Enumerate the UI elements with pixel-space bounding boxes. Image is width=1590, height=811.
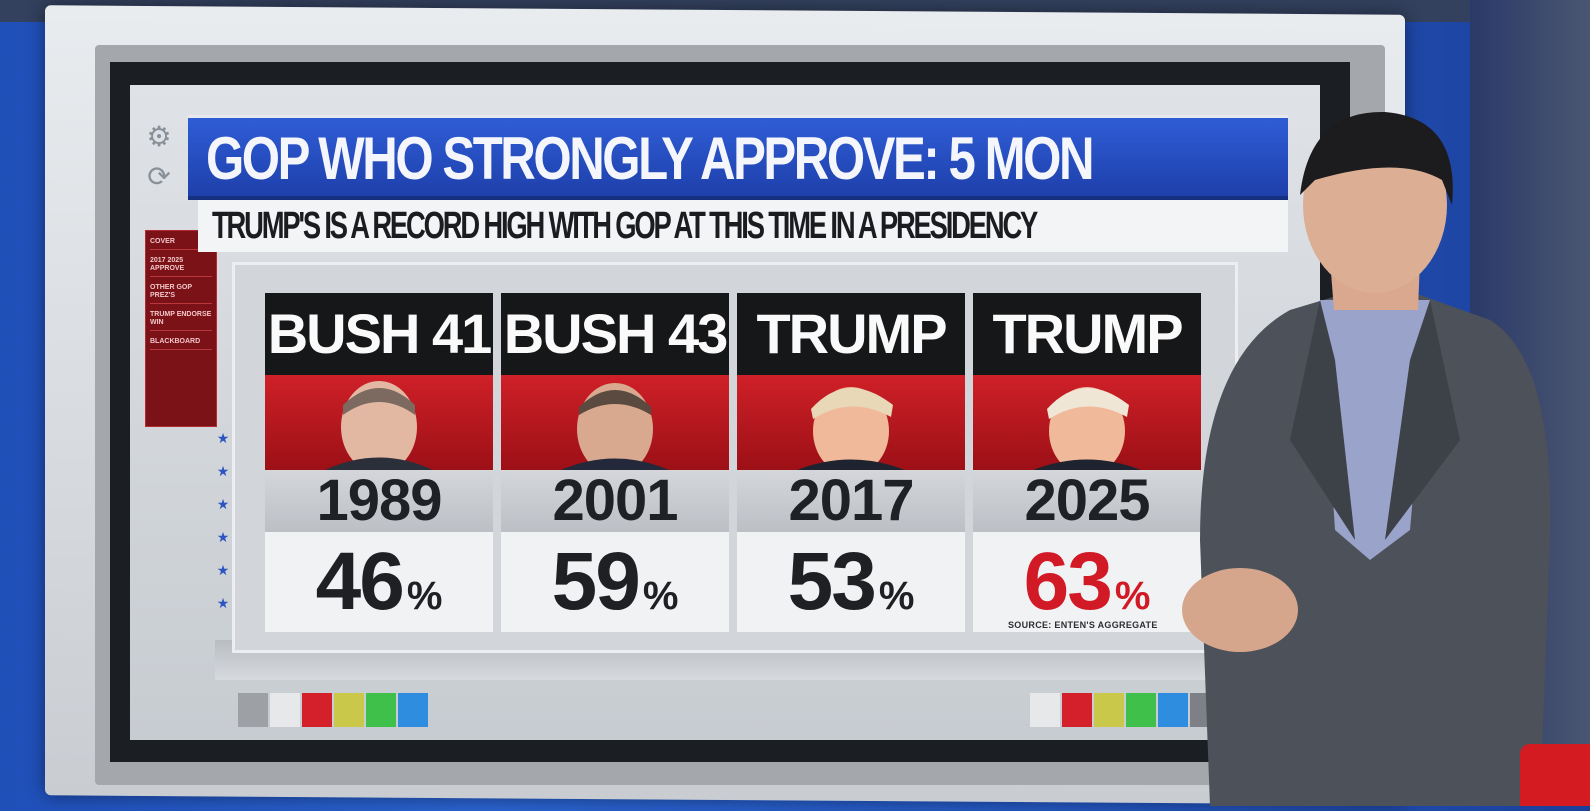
star-icon: ★	[216, 463, 230, 479]
approval-value-row: 53%	[737, 532, 965, 632]
color-swatches-left	[238, 693, 430, 729]
star-icon: ★	[216, 595, 230, 611]
swatch[interactable]	[398, 693, 428, 727]
star-icon: ★	[216, 529, 230, 545]
swatch[interactable]	[366, 693, 396, 727]
portrait-trump-2025	[973, 375, 1201, 470]
approval-value-row: 59%	[501, 532, 729, 632]
swatch[interactable]	[1158, 693, 1188, 727]
swatch[interactable]	[334, 693, 364, 727]
color-swatches-right	[1030, 693, 1222, 729]
swatch[interactable]	[238, 693, 268, 727]
nav-rail: COVER 2017 2025 APPROVE OTHER GOP PREZ'S…	[145, 230, 217, 427]
star-icon: ★	[216, 562, 230, 578]
approval-value: 59	[551, 536, 641, 627]
comparison-panel: BUSH 41 1989 46% BUSH 43 2001 59% TR	[232, 262, 1238, 653]
year-label: 2017	[737, 470, 965, 532]
percent-sign: %	[878, 574, 915, 618]
column-trump-2025: TRUMP 2025 63%	[973, 293, 1201, 638]
swatch[interactable]	[270, 693, 300, 727]
column-bush-43: BUSH 43 2001 59%	[501, 293, 729, 638]
nav-item-approve[interactable]: 2017 2025 APPROVE	[150, 254, 212, 277]
portrait-trump-2017	[737, 375, 965, 470]
swatch[interactable]	[1126, 693, 1156, 727]
percent-sign: %	[406, 574, 443, 618]
nav-item-blackboard[interactable]: BLACKBOARD	[150, 335, 212, 350]
approval-value: 53	[787, 536, 877, 627]
nav-item-cover[interactable]: COVER	[150, 235, 212, 250]
percent-sign: %	[1114, 574, 1151, 618]
headline-bar: GOP WHO STRONGLY APPROVE: 5 MONTHS IN	[188, 115, 1288, 200]
nav-item-other-prez[interactable]: OTHER GOP PREZ'S	[150, 281, 212, 304]
portrait-bush-43	[501, 375, 729, 470]
percent-sign: %	[642, 574, 679, 618]
source-note: SOURCE: ENTEN'S AGGREGATE	[1008, 620, 1158, 630]
portrait-bush-41	[265, 375, 493, 470]
year-label: 1989	[265, 470, 493, 532]
tool-icons: ⚙ ⟳	[142, 120, 182, 200]
swatch[interactable]	[1030, 693, 1060, 727]
swatch[interactable]	[1094, 693, 1124, 727]
president-label: TRUMP	[973, 293, 1201, 375]
subheadline: TRUMP'S IS A RECORD HIGH WITH GOP AT THI…	[212, 205, 1038, 247]
gear-icon[interactable]: ⚙	[146, 121, 172, 152]
star-icon: ★	[216, 496, 230, 512]
swatch[interactable]	[1062, 693, 1092, 727]
president-label: BUSH 41	[265, 293, 493, 375]
presenter	[1170, 110, 1570, 806]
president-label: BUSH 43	[501, 293, 729, 375]
approval-value: 46	[315, 536, 405, 627]
approval-value: 63	[1023, 536, 1113, 627]
approval-value-row: 63%	[973, 532, 1201, 632]
network-corner-badge	[1520, 744, 1590, 806]
subheadline-bar: TRUMP'S IS A RECORD HIGH WITH GOP AT THI…	[198, 200, 1288, 252]
headline: GOP WHO STRONGLY APPROVE: 5 MONTHS IN	[206, 125, 1092, 192]
swatch[interactable]	[302, 693, 332, 727]
column-bush-41: BUSH 41 1989 46%	[265, 293, 493, 638]
nav-item-endorse[interactable]: TRUMP ENDORSE WIN	[150, 308, 212, 331]
approval-value-row: 46%	[265, 532, 493, 632]
year-label: 2025	[973, 470, 1201, 532]
year-label: 2001	[501, 470, 729, 532]
president-label: TRUMP	[737, 293, 965, 375]
column-trump-2017: TRUMP 2017 53%	[737, 293, 965, 638]
refresh-icon[interactable]: ⟳	[147, 161, 171, 192]
star-rail: ★ ★ ★ ★ ★ ★	[208, 430, 238, 630]
star-icon: ★	[216, 430, 230, 446]
